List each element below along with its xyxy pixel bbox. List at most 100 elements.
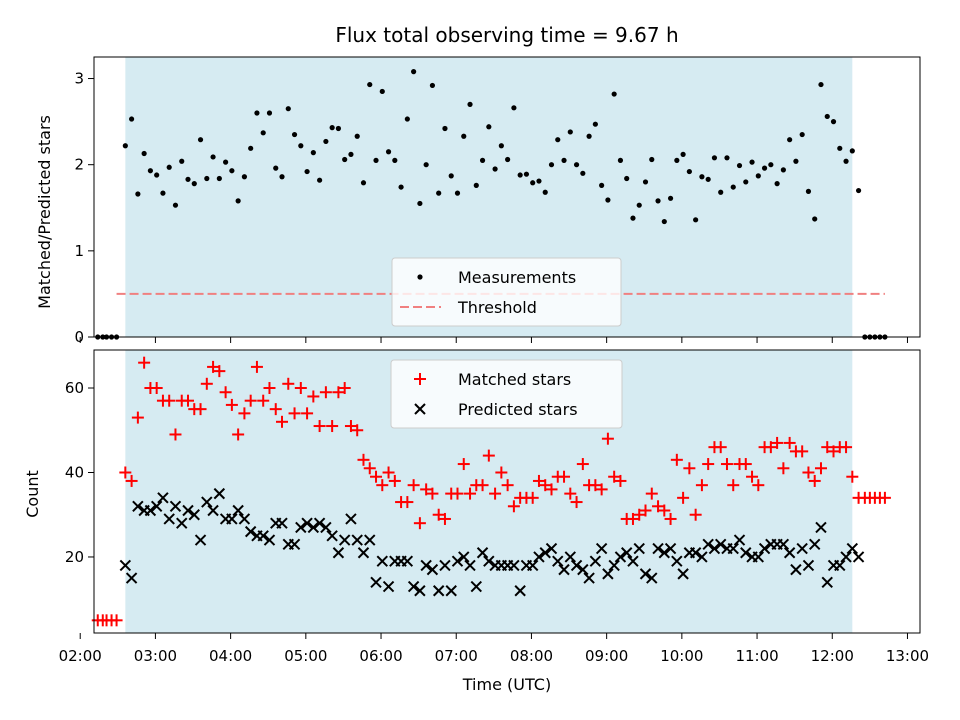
predicted-star-stroke-b — [733, 534, 746, 546]
predicted-star-point — [451, 555, 464, 567]
predicted-star-stroke-b — [671, 555, 683, 567]
x-axis-label: Time (UTC) — [462, 675, 551, 694]
predicted-star-point — [470, 580, 482, 593]
predicted-star-point — [307, 521, 320, 534]
predicted-star-stroke-b — [451, 555, 464, 567]
predicted-star-stroke-b — [295, 521, 307, 534]
bottom-legend: Matched stars Predicted stars — [390, 359, 623, 429]
top-y-ticks: 0 1 2 3 — [74, 70, 94, 346]
predicted-star-stroke-b — [783, 547, 796, 559]
matched-star-point — [658, 504, 671, 517]
measurement-point — [260, 130, 266, 136]
x-tick-label: 08:00 — [510, 647, 553, 665]
legend-measurements-label: Measurements — [458, 268, 576, 287]
x-tick-label: 06:00 — [359, 647, 402, 665]
predicted-star-stroke-b — [758, 542, 771, 555]
predicted-star-point — [357, 547, 370, 559]
measurement-point — [172, 202, 179, 208]
matched-star-point — [426, 487, 439, 500]
matched-star-point — [714, 441, 727, 454]
predicted-star-stroke-b — [320, 521, 332, 534]
measurement-point — [599, 182, 605, 188]
predicted-star-point — [207, 504, 219, 517]
top-y-axis-label: Matched/Predicted stars — [35, 115, 54, 309]
matched-star-point — [501, 479, 514, 492]
legend-threshold-label: Threshold — [457, 298, 537, 317]
predicted-star-point — [589, 555, 602, 567]
measurement-point — [279, 174, 285, 180]
matched-star-point — [420, 483, 433, 496]
predicted-star-stroke-b — [570, 559, 583, 572]
predicted-star-point — [570, 559, 583, 572]
measurement-point — [404, 116, 410, 122]
matched-star-point — [727, 479, 740, 492]
predicted-star-point — [364, 534, 376, 546]
predicted-star-point — [226, 513, 238, 525]
measurement-point — [423, 162, 429, 168]
matched-star-point — [319, 386, 332, 399]
matched-star-point — [207, 360, 220, 373]
matched-star-point — [614, 474, 627, 487]
matched-star-point — [564, 487, 577, 500]
measurement-point — [436, 190, 442, 196]
predicted-star-stroke-b — [552, 555, 564, 567]
measurement-point — [223, 159, 229, 165]
matched-star-point — [608, 470, 621, 483]
measurement-point — [310, 150, 316, 156]
measurement-point — [793, 158, 799, 164]
predicted-star-point — [125, 572, 138, 584]
predicted-star-point — [150, 500, 163, 512]
predicted-star-stroke-b — [263, 534, 276, 546]
matched-star-point — [539, 479, 552, 492]
matched-star-point — [670, 453, 683, 466]
measurement-point — [699, 174, 705, 180]
predicted-star-point — [295, 521, 307, 534]
predicted-star-point — [313, 517, 326, 529]
predicted-star-point — [558, 563, 570, 576]
matched-star-point — [702, 458, 715, 471]
matched-star-point — [457, 458, 470, 471]
matched-star-point — [138, 356, 151, 369]
predicted-star-stroke-b — [163, 513, 175, 525]
predicted-star-point — [414, 585, 426, 597]
measurement-point — [567, 129, 573, 135]
bottom-y-tick-label: 20 — [65, 548, 84, 566]
predicted-star-point — [583, 572, 595, 584]
measurement-point — [655, 198, 661, 204]
matched-star-point — [645, 487, 658, 500]
measurement-point — [724, 155, 730, 161]
measurement-point — [160, 190, 166, 196]
predicted-star-stroke-b — [627, 555, 639, 567]
predicted-star-point — [188, 509, 200, 521]
matched-star-point — [752, 479, 765, 492]
matched-star-point — [332, 386, 345, 399]
top-y-tick-label: 2 — [74, 156, 84, 174]
matched-star-point — [276, 415, 289, 428]
predicted-star-stroke-b — [313, 517, 326, 529]
measurement-point — [442, 125, 448, 132]
measurement-point — [517, 172, 523, 178]
bottom-y-axis-label: Count — [23, 470, 42, 518]
measurement-point — [573, 162, 580, 168]
matched-star-point — [401, 496, 414, 509]
predicted-star-point — [169, 500, 182, 512]
predicted-star-stroke-b — [708, 542, 721, 555]
measurement-point — [348, 151, 354, 157]
predicted-star-point — [257, 530, 269, 542]
predicted-star-stroke-b — [545, 542, 558, 555]
measurement-point — [429, 82, 436, 89]
measurement-point — [787, 137, 793, 143]
predicted-star-stroke-b — [288, 538, 301, 551]
measurement-point — [649, 156, 655, 163]
measurement-point — [530, 180, 536, 186]
predicted-star-point — [176, 517, 188, 529]
predicted-star-stroke-b — [533, 551, 545, 563]
measurement-point — [204, 175, 210, 182]
predicted-star-stroke-b — [150, 500, 163, 512]
predicted-star-point — [163, 513, 175, 525]
measurement-point — [674, 157, 680, 163]
predicted-star-point — [508, 559, 520, 572]
predicted-star-stroke-b — [696, 551, 708, 563]
predicted-star-point — [232, 504, 244, 517]
bottom-axes-frame — [93, 349, 921, 634]
